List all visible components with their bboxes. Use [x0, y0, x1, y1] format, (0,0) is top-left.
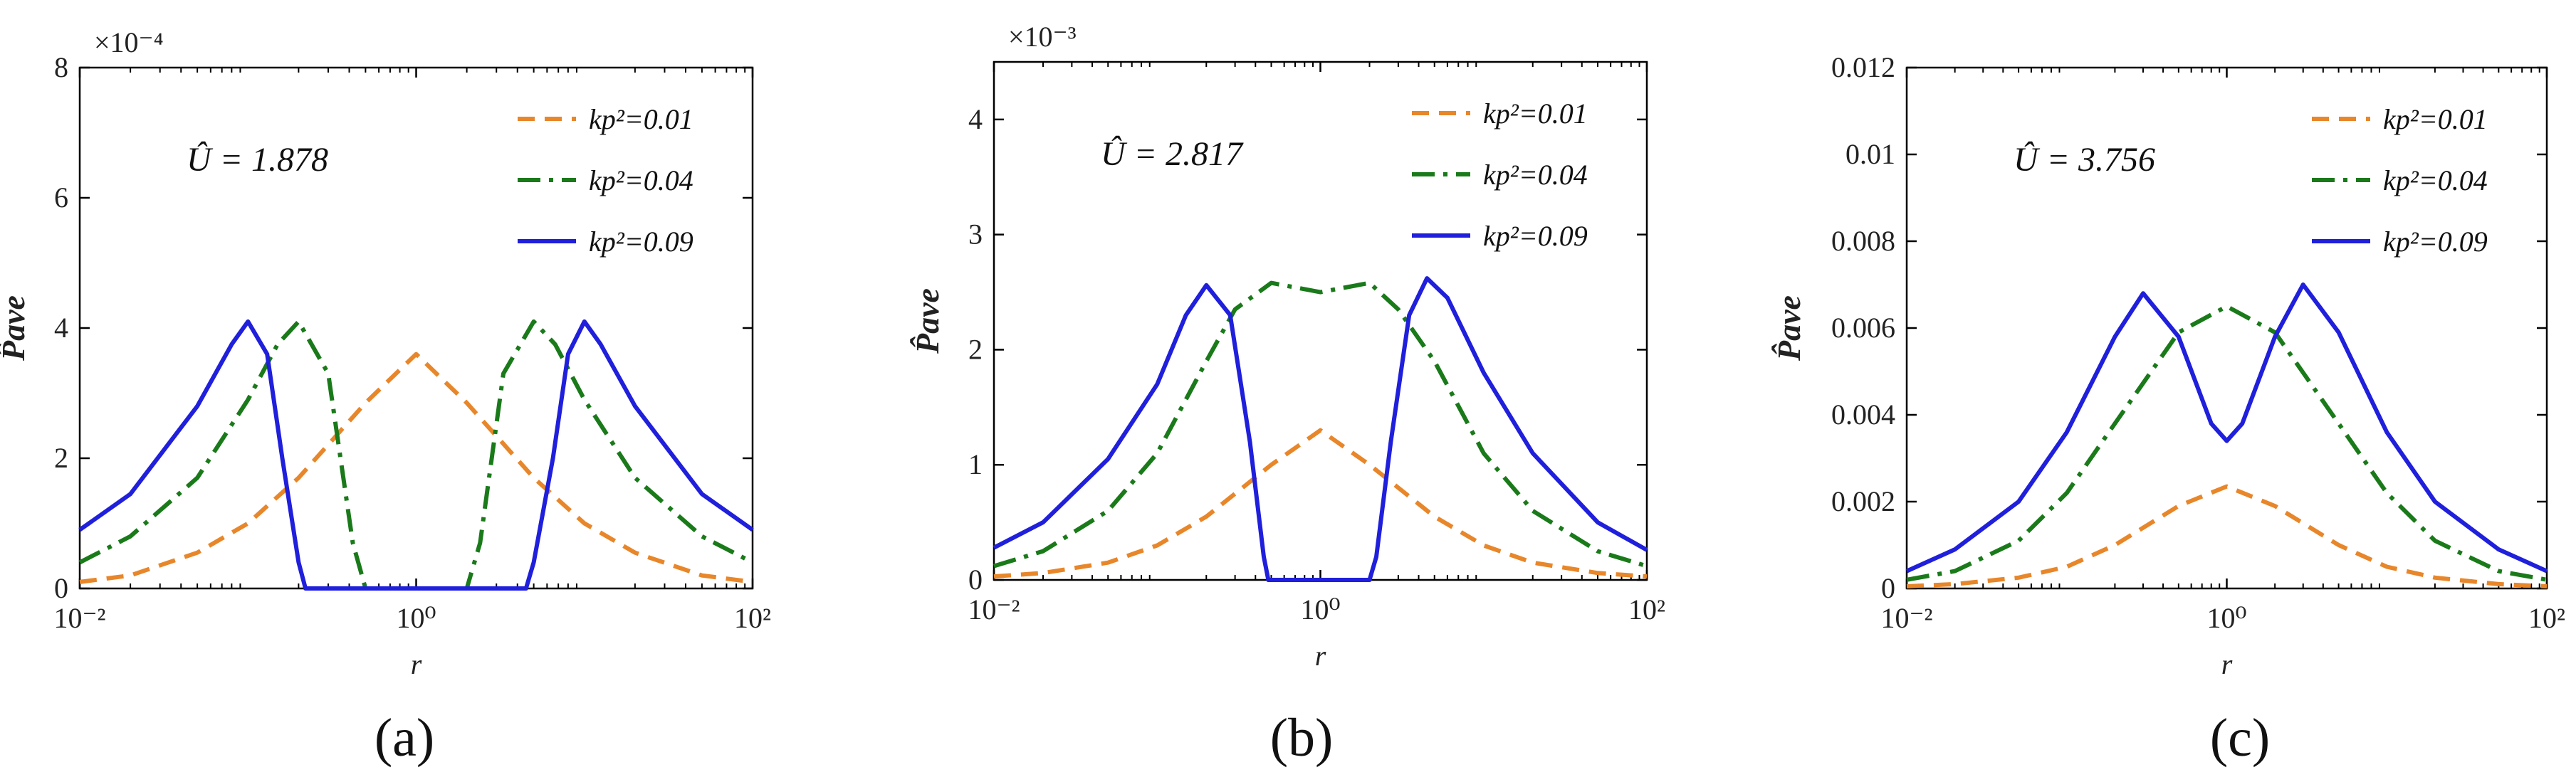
chart-panel-2: 0 1 2 3 4 10⁻² 10⁰ 10² ×10⁻³ r P̂ave Û = 2.817 kp²=0… [909, 21, 1665, 768]
y-tick-label: 0.006 [1831, 312, 1895, 344]
x-tick-label: 10⁰ [2206, 602, 2246, 634]
y-tick-label: 8 [54, 51, 68, 83]
annotation-u-value: Û = 2.817 [1101, 134, 1244, 173]
y-tick-label: 0.01 [1845, 138, 1895, 170]
annotation-u-value: Û = 1.878 [187, 140, 328, 179]
y-tick-label: 1 [968, 448, 983, 480]
legend-label-3: kp²=0.09 [1483, 220, 1588, 252]
y-tick-label: 0.012 [1831, 51, 1895, 83]
legend-label-1: kp²=0.01 [1483, 97, 1588, 130]
x-tick-label: 10⁻² [968, 593, 1020, 625]
x-tick-label: 10⁰ [1300, 593, 1340, 625]
legend-label-2: kp²=0.04 [2383, 164, 2488, 196]
series-line-2 [1906, 304, 2548, 582]
x-tick-label: 10² [734, 602, 771, 634]
series-line-2 [78, 319, 754, 591]
plot-frame [1905, 66, 2548, 590]
panel-caption: (b) [1270, 708, 1334, 768]
legend-label-3: kp²=0.09 [2383, 226, 2488, 258]
panel-caption: (a) [375, 708, 434, 768]
x-axis-label: r [411, 648, 422, 680]
y-axis-label: P̂ave [0, 295, 31, 361]
x-tick-label: 10⁰ [396, 602, 436, 634]
series-line-3 [78, 319, 754, 591]
y-scale-label: ×10⁻⁴ [94, 26, 164, 58]
series-line-3 [1905, 282, 2548, 574]
plot-frame [78, 66, 754, 590]
y-tick-label: 4 [968, 103, 983, 135]
legend-label-2: kp²=0.04 [1483, 159, 1588, 191]
y-tick-label: 0.008 [1831, 225, 1895, 257]
y-tick-label: 0 [1881, 572, 1895, 604]
y-tick-label: 3 [968, 218, 983, 250]
y-axis-label: P̂ave [1771, 295, 1807, 361]
series-line-1 [79, 352, 753, 584]
x-axis-label: r [1315, 640, 1326, 672]
y-axis-label: P̂ave [909, 288, 946, 354]
legend-label-1: kp²=0.01 [2383, 103, 2488, 135]
y-tick-label: 2 [54, 442, 68, 474]
panel-caption: (c) [2210, 708, 2270, 768]
annotation-u-value: Û = 3.756 [2014, 140, 2155, 179]
legend-label-1: kp²=0.01 [589, 103, 693, 135]
series-line-1 [1906, 484, 2548, 588]
series-line-1 [993, 428, 1648, 579]
y-tick-label: 4 [54, 312, 68, 344]
x-tick-label: 10² [2528, 602, 2565, 634]
legend-label-2: kp²=0.04 [589, 164, 693, 196]
y-tick-label: 0 [968, 564, 983, 596]
y-tick-label: 0.004 [1831, 398, 1895, 430]
x-tick-label: 10⁻² [53, 602, 105, 634]
y-tick-label: 0 [54, 572, 68, 604]
y-tick-label: 0.002 [1831, 485, 1895, 517]
plot-frame [993, 60, 1648, 581]
x-tick-label: 10⁻² [1880, 602, 1932, 634]
legend-label-3: kp²=0.09 [589, 226, 693, 258]
x-axis-label: r [2221, 648, 2233, 680]
series-line-3 [993, 276, 1648, 582]
y-scale-label: ×10⁻³ [1008, 21, 1077, 53]
y-tick-label: 6 [54, 181, 68, 213]
x-tick-label: 10² [1628, 593, 1665, 625]
series-line-2 [993, 280, 1648, 569]
y-tick-label: 2 [968, 333, 983, 365]
chart-panel-3: 0 0.002 0.004 0.006 0.008 0.01 0.012 10⁻² 10⁰ 10²… [1771, 51, 2565, 768]
chart-panel-1: 0 2 4 6 8 10⁻² 10⁰ 10² ×10⁻⁴ r P̂ave Û = 1.878 kp²=0… [0, 26, 771, 768]
